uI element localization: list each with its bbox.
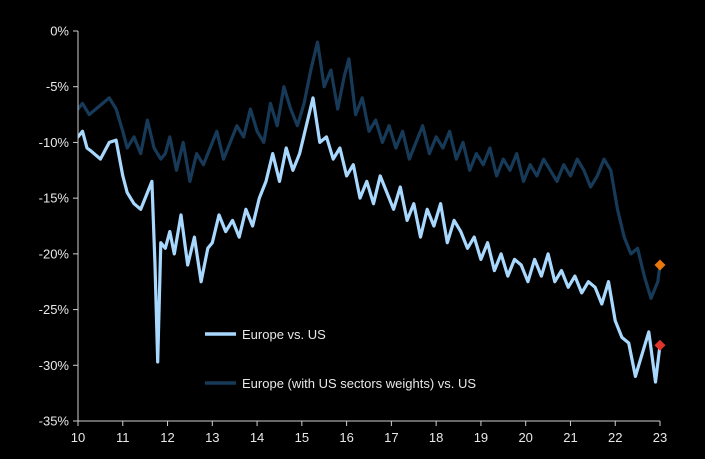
y-tick-label: -15% xyxy=(39,191,70,206)
y-tick-label: -10% xyxy=(39,135,70,150)
y-tick-label: -30% xyxy=(39,358,70,373)
x-tick-label: 16 xyxy=(339,430,353,445)
series-layer xyxy=(78,40,662,384)
x-tick-label: 12 xyxy=(160,430,174,445)
legend: Europe vs. US Europe (with US sectors we… xyxy=(205,327,476,391)
marker-layer xyxy=(654,259,666,351)
x-tick-label: 17 xyxy=(384,430,398,445)
series-line-europe-sector-weights xyxy=(78,40,662,300)
x-tick-label: 18 xyxy=(429,430,443,445)
end-marker-sector-weights xyxy=(654,259,666,271)
x-tick-label: 19 xyxy=(474,430,488,445)
x-tick-label: 21 xyxy=(563,430,577,445)
y-tick-label: -35% xyxy=(39,414,70,429)
y-tick-label: 0% xyxy=(50,24,69,39)
axes: 0% -5% -10% -15% -20% -25% -30% -35%10 11 12 13 14 1… xyxy=(39,24,668,446)
y-tick-label: -5% xyxy=(46,79,70,94)
x-tick-label: 20 xyxy=(518,430,532,445)
x-tick-label: 13 xyxy=(205,430,219,445)
x-tick-label: 14 xyxy=(250,430,264,445)
legend-label-europe-sector-weights: Europe (with US sectors weights) vs. US xyxy=(242,376,476,391)
end-marker-europe-vs-us xyxy=(654,339,666,351)
y-tick-label: -20% xyxy=(39,246,70,261)
x-tick-label: 23 xyxy=(653,430,667,445)
x-tick-label: 11 xyxy=(116,430,130,445)
x-tick-label: 10 xyxy=(71,430,85,445)
legend-label-europe-vs-us: Europe vs. US xyxy=(242,327,326,342)
y-tick-label: -25% xyxy=(39,302,70,317)
x-tick-label: 15 xyxy=(295,430,309,445)
x-tick-label: 22 xyxy=(608,430,622,445)
series-line-europe-vs-us xyxy=(78,96,662,384)
